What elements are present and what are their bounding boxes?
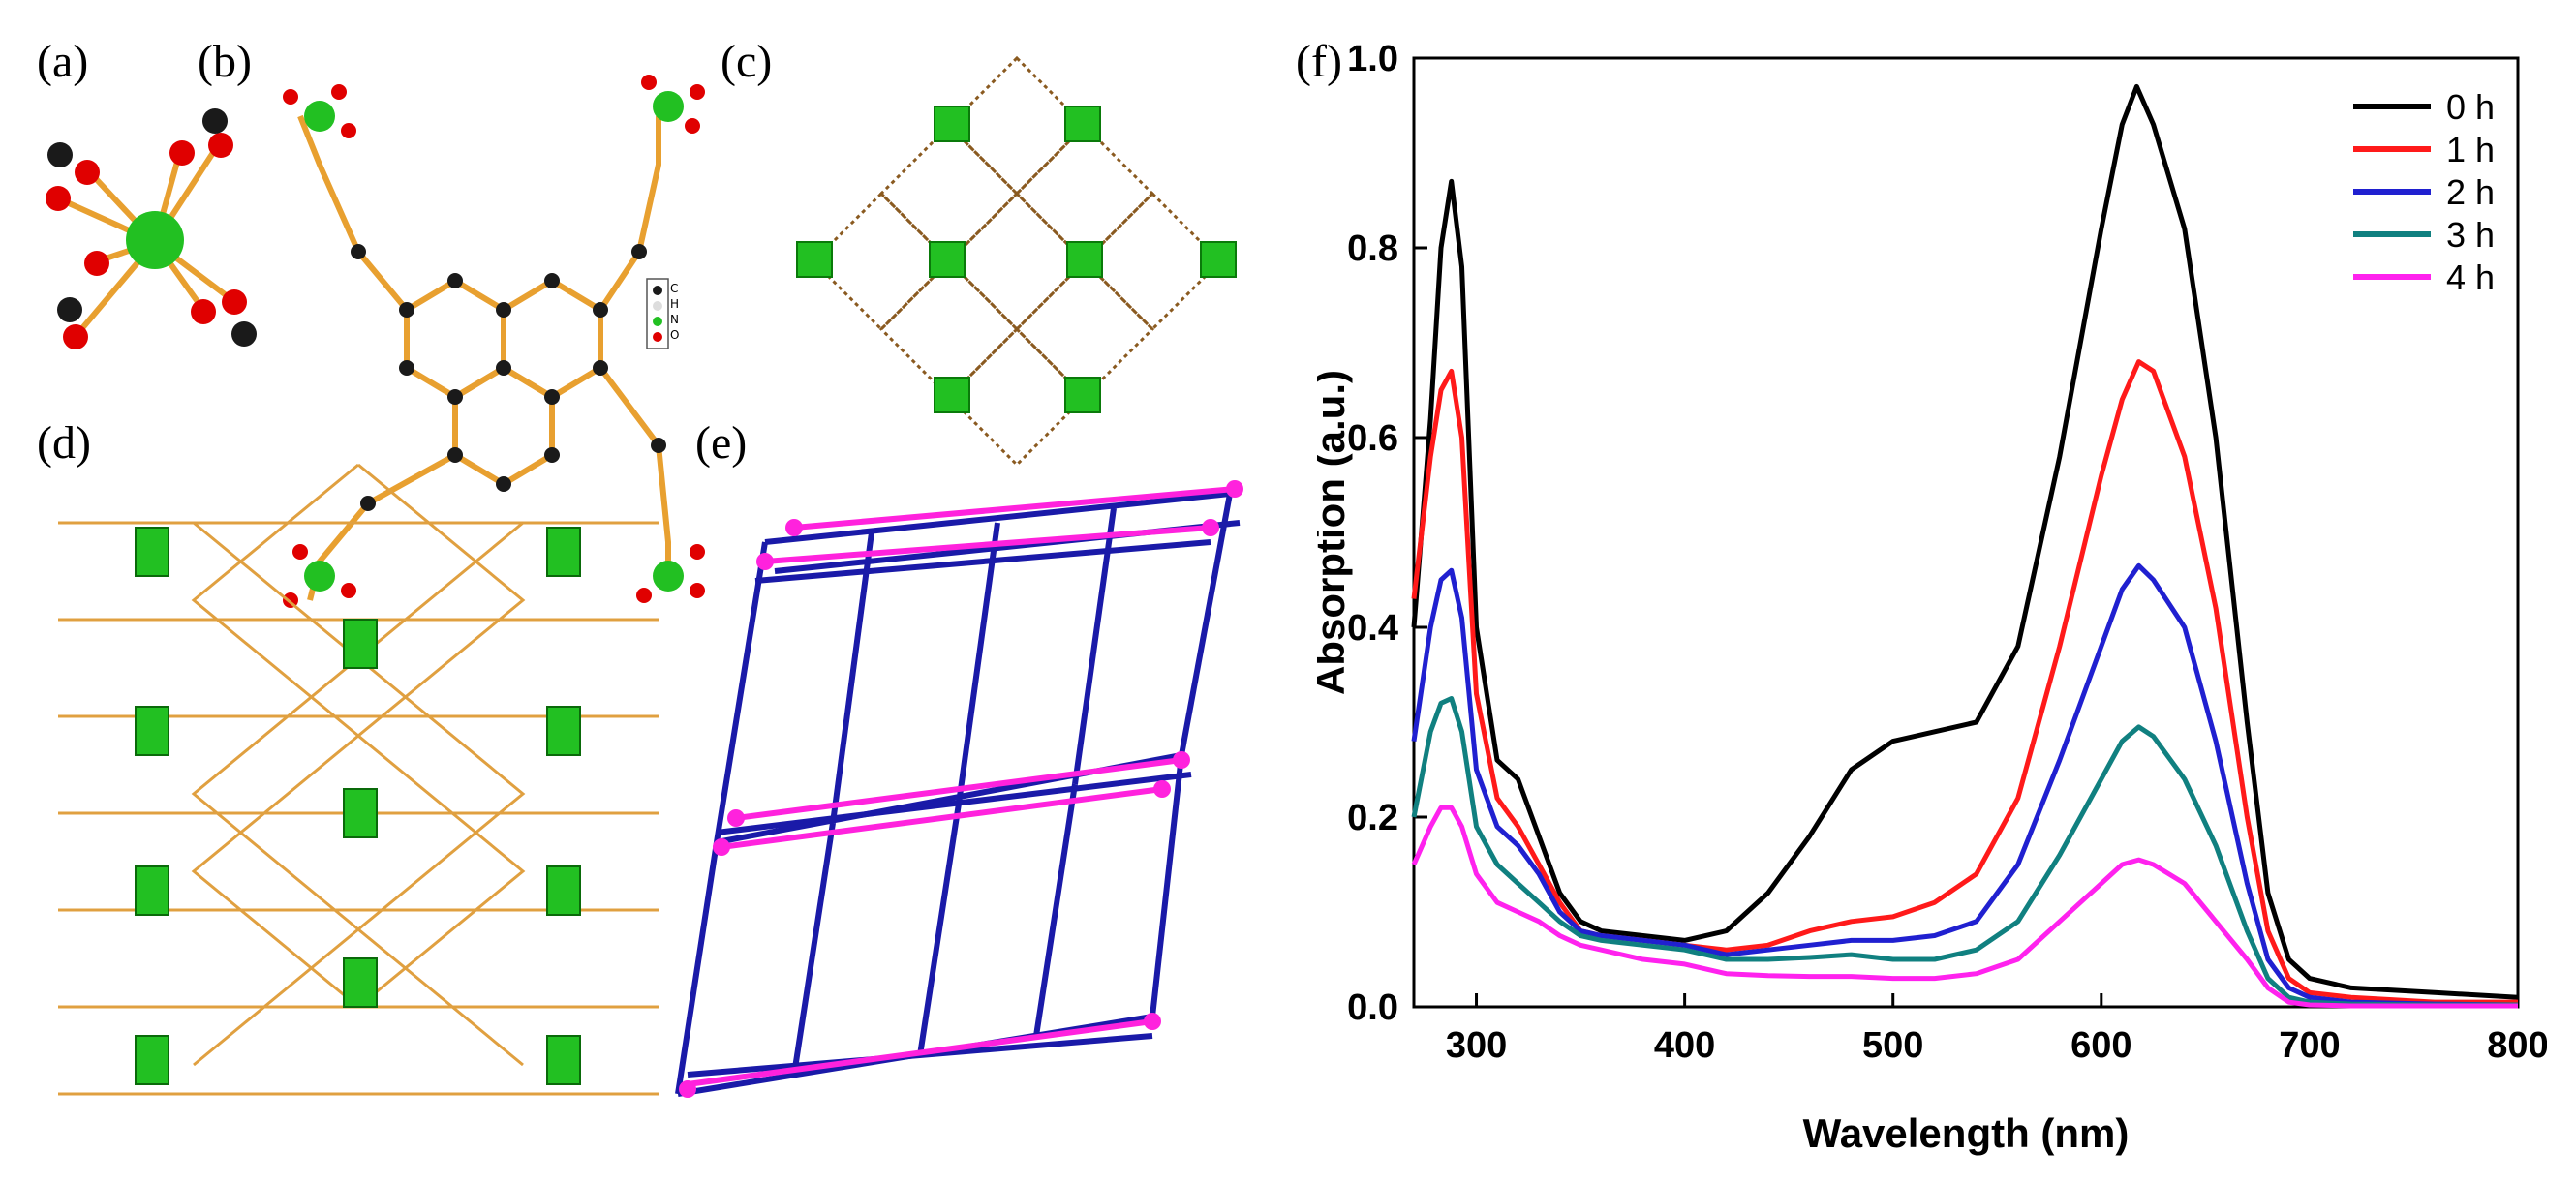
y-tick-label: 1.0 [1347,39,1398,79]
legend-label: 4 h [2446,258,2495,297]
panel-a-coordination [46,108,257,349]
series-line-2h [1411,562,2519,1008]
y-axis-label: Absorption (a.u.) [1317,370,1353,695]
plot-frame [1412,56,2520,1009]
atom-legend-c: C [670,282,679,295]
panel-e-net [675,480,1243,1098]
atom-legend-h: H [670,297,680,311]
atom-legend: C H N O [670,281,679,343]
panel-label-f: (f) [1296,36,1342,87]
y-tick-label: 0.4 [1347,608,1398,649]
x-tick-label: 300 [1446,1025,1507,1066]
y-tick-label: 0.6 [1347,418,1398,459]
absorption-chart: 300 400 500 600 700 800 0.0 0.2 0.4 0.6 0.8 1.0 Wave… [1317,39,2547,1156]
y-tick-label: 0.2 [1347,798,1398,838]
panel-label-b: (b) [198,36,252,87]
y-tick-label: 0.0 [1347,987,1398,1028]
x-tick-label: 600 [2070,1025,2131,1066]
legend-label: 1 h [2446,130,2495,169]
x-tick-label: 800 [2487,1025,2547,1066]
panel-label-e: (e) [695,417,748,469]
legend-label: 3 h [2446,215,2495,255]
legend-label: 0 h [2446,87,2495,127]
x-tick-label: 700 [2279,1025,2340,1066]
series-line-0h [1411,83,2519,1000]
series-line-4h [1411,805,2518,1009]
y-tick-label: 0.8 [1347,228,1398,269]
series-line-1h [1411,359,2518,1005]
panel-c-network [796,55,1237,468]
x-tick-label: 500 [1862,1025,1923,1066]
legend-label: 2 h [2446,172,2495,212]
atom-legend-n: N [670,313,679,326]
panel-b-linker [283,75,705,608]
panel-label-d: (d) [37,417,91,469]
atom-legend-o: O [670,328,680,342]
series-line-3h [1411,696,2518,1008]
x-axis-label: Wavelength (nm) [1803,1110,2130,1156]
panel-label-c: (c) [721,36,773,87]
panel-d-layers [58,463,659,1096]
x-tick-label: 400 [1654,1025,1715,1066]
panel-label-a: (a) [37,36,89,87]
